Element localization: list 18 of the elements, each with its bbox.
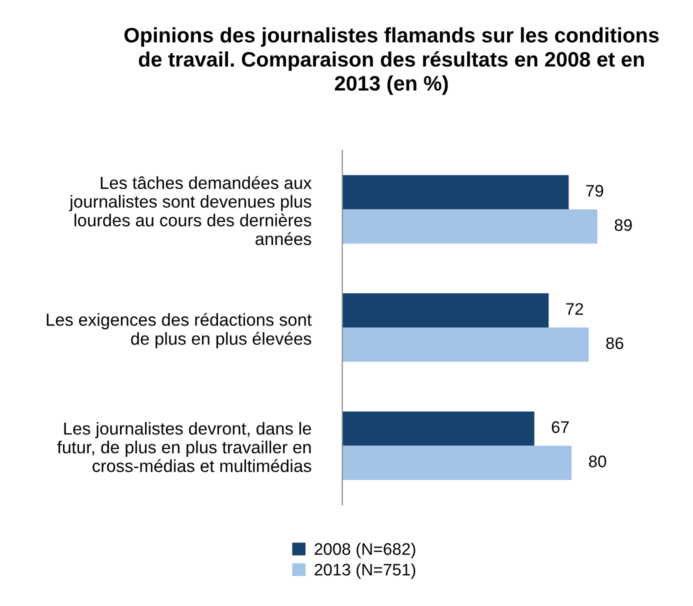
data-label: 67: [552, 421, 569, 434]
bar: [342, 175, 569, 210]
data-label: 80: [588, 456, 606, 468]
y-tick-label: Les exigences des rédactions sont de plus en plus élevées: [46, 312, 312, 348]
data-label: 86: [606, 337, 624, 350]
bar: [342, 328, 589, 362]
y-tick-label: Les tâches demandées aux journalistes sont devenues plus lourdes au cours des dernières années: [69, 176, 312, 246]
data-label: 72: [566, 303, 584, 315]
y-tick-label: Les journalistes devront, dans le futur, de plus en plus travailler en cross-médias et multimédias: [57, 422, 312, 472]
legend-label: 2008 (N=682): [314, 542, 416, 558]
data-label: 89: [614, 219, 632, 231]
bar: [342, 411, 534, 446]
bar: [342, 293, 549, 328]
bar: [342, 446, 572, 480]
chart-title: Opinions des journalistes flamands sur les conditions de travail. Comparaison des résultats en 2008 et en 2013 (en %): [124, 27, 659, 95]
bar: [342, 209, 598, 244]
data-label: 79: [586, 184, 604, 197]
legend-label: 2013 (N=751): [314, 563, 416, 579]
